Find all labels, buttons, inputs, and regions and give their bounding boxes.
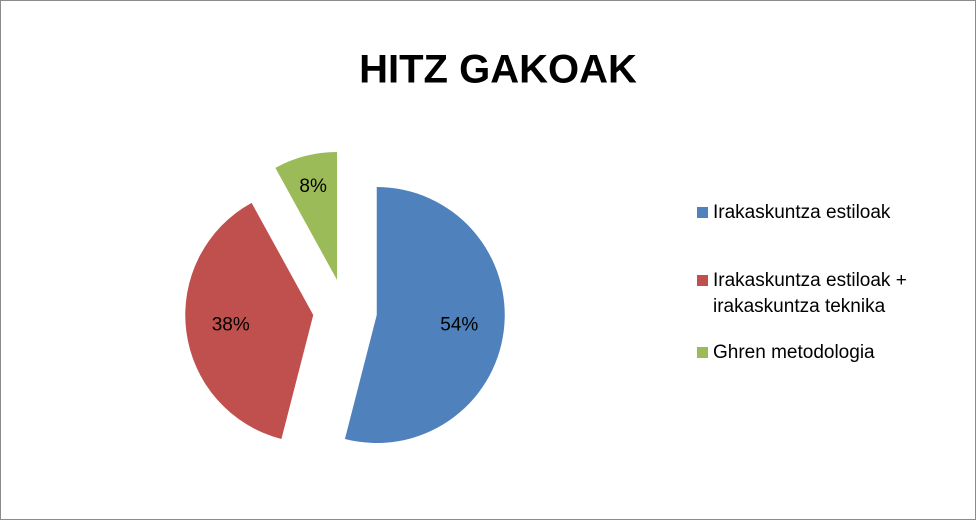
legend-item: Ghren metodologia (697, 340, 938, 366)
pie-slice (185, 202, 314, 439)
legend-swatch (697, 275, 708, 286)
data-label: 38% (212, 314, 250, 335)
data-label: 8% (299, 176, 327, 197)
pie-slice (275, 152, 338, 281)
legend-label: Ghren metodologia (713, 342, 875, 363)
chart-title: HITZ GAKOAK (359, 48, 637, 92)
legend-label: Irakaskuntza estiloak (713, 202, 891, 223)
legend-item: Irakaskuntza estiloak (697, 200, 938, 226)
data-label: 54% (440, 314, 478, 335)
legend: Irakaskuntza estiloak Irakaskuntza estilo… (697, 200, 947, 366)
legend-item: Irakaskuntza estiloak + irakaskuntza tek… (697, 268, 938, 320)
legend-swatch (697, 207, 708, 218)
pie-slice (344, 187, 505, 444)
legend-label: Irakaskuntza estiloak + irakaskuntza tek… (713, 270, 907, 317)
legend-swatch (697, 347, 708, 358)
